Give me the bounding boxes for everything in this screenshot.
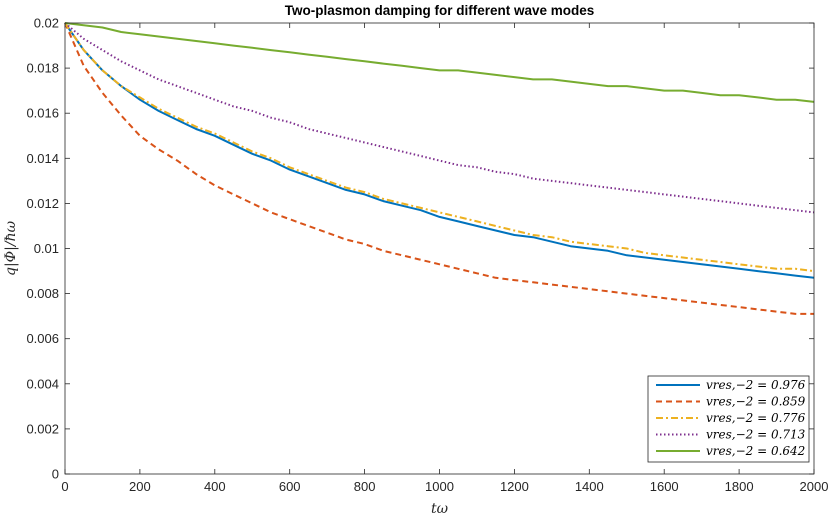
- x-tick-label: 200: [129, 479, 151, 494]
- y-tick-label: 0.006: [26, 331, 59, 346]
- y-tick-label: 0.012: [26, 196, 59, 211]
- series-line-5: [64, 22, 815, 103]
- series-line-2: [64, 22, 814, 315]
- x-tick-label: 1400: [575, 479, 604, 494]
- x-tick-label: 400: [204, 479, 226, 494]
- x-axis-label: tω: [431, 501, 449, 517]
- x-tick-label: 1200: [500, 479, 529, 494]
- x-tick-label: 1600: [650, 479, 679, 494]
- legend: vres,−2 = 0.976 vres,−2 = 0.859 vres,−2 = …: [647, 375, 810, 463]
- y-tick-label: 0: [52, 467, 59, 482]
- x-tick-label: 800: [354, 479, 376, 494]
- y-tick-label: 0.018: [26, 61, 59, 76]
- legend-label-3: vres,−2 = 0.776: [706, 411, 806, 425]
- legend-label-5: vres,−2 = 0.642: [706, 444, 805, 458]
- y-tick-label: 0.004: [26, 376, 59, 391]
- x-tick-label: 1800: [725, 479, 754, 494]
- x-tick-label: 2000: [800, 479, 829, 494]
- x-tick-label: 1000: [425, 479, 454, 494]
- y-tick-label: 0.008: [26, 286, 59, 301]
- y-tick-label: 0.014: [26, 151, 59, 166]
- x-tick-label: 0: [61, 479, 68, 494]
- x-tick-label: 600: [279, 479, 301, 494]
- legend-label-2: vres,−2 = 0.859: [706, 395, 806, 409]
- chart-title: Two-plasmon damping for different wave m…: [285, 3, 595, 18]
- y-tick-label: 0.016: [26, 106, 59, 121]
- legend-label-1: vres,−2 = 0.976: [706, 378, 806, 392]
- y-axis-label: q|Φ|/ħω: [3, 220, 19, 276]
- y-tick-label: 0.02: [34, 16, 59, 31]
- y-tick-label: 0.01: [34, 241, 59, 256]
- legend-label-4: vres,−2 = 0.713: [706, 428, 806, 442]
- series-line-1: [64, 22, 815, 279]
- y-tick-label: 0.002: [26, 421, 59, 436]
